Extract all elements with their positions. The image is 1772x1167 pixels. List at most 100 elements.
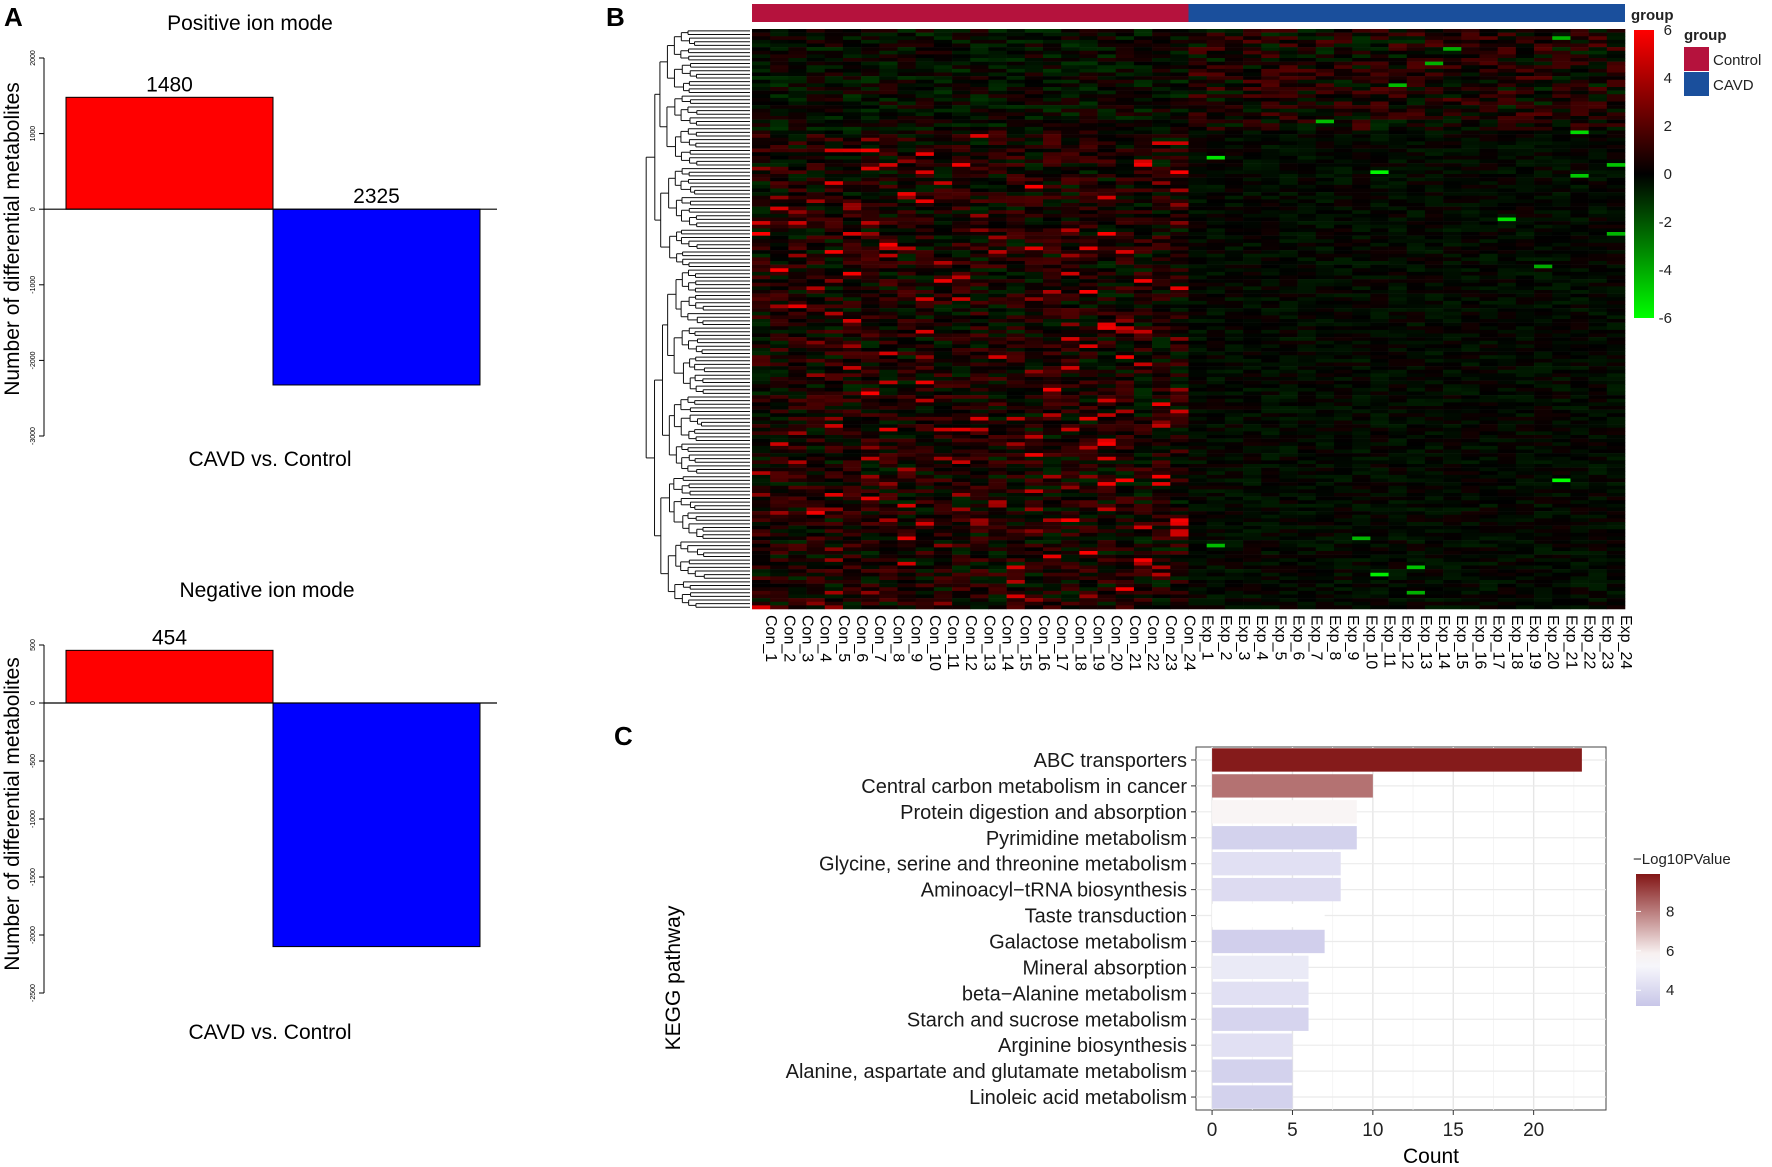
heatmap-cell	[1424, 43, 1444, 48]
heatmap-cell	[1024, 228, 1044, 233]
heatmap-cell	[1606, 137, 1626, 142]
heatmap-cell	[1588, 83, 1608, 88]
heatmap-cell	[897, 29, 916, 33]
heatmap-cell	[897, 217, 916, 222]
heatmap-cell	[952, 112, 971, 117]
heatmap-cell	[879, 87, 898, 91]
heatmap-cell	[1534, 47, 1553, 52]
heatmap-cell	[933, 61, 953, 66]
heatmap-cell	[1443, 68, 1462, 73]
heatmap-cell	[1370, 329, 1389, 334]
heatmap-cell	[970, 315, 989, 320]
heatmap-cell	[1479, 206, 1498, 211]
heatmap-cell	[1370, 116, 1389, 120]
heatmap-cell	[915, 308, 935, 313]
heatmap-cell	[970, 213, 989, 218]
heatmap-cell	[1133, 261, 1153, 265]
heatmap-cell	[1588, 43, 1608, 48]
heatmap-cell	[1515, 308, 1535, 313]
heatmap-cell	[1534, 79, 1553, 84]
heatmap-cell	[1497, 79, 1517, 84]
heatmap-cell	[897, 134, 916, 139]
heatmap-cell	[1497, 188, 1517, 193]
heatmap-cell	[861, 39, 880, 44]
heatmap-cell	[1552, 108, 1571, 113]
heatmap-cell	[1570, 286, 1589, 291]
heatmap-cell	[952, 134, 971, 139]
heatmap-cell	[1243, 286, 1262, 291]
heatmap-cell	[897, 304, 916, 309]
heatmap-cell	[1133, 65, 1153, 70]
heatmap-cell	[752, 355, 771, 360]
heatmap-cell	[1043, 290, 1062, 294]
heatmap-cell	[1297, 174, 1317, 178]
heatmap-cell	[1024, 217, 1044, 222]
heatmap-cell	[933, 206, 953, 211]
heatmap-cell	[752, 43, 771, 48]
heatmap-cell	[1024, 195, 1044, 200]
heatmap-cell	[770, 290, 789, 294]
heatmap-cell	[1388, 279, 1408, 284]
heatmap-cell	[1406, 181, 1426, 186]
heatmap-cell	[1079, 43, 1098, 48]
heatmap-cell	[897, 261, 916, 265]
heatmap-cell	[1388, 340, 1408, 345]
heatmap-cell	[970, 130, 989, 135]
heatmap-cell	[897, 358, 916, 363]
heatmap-cell	[1043, 145, 1062, 149]
heatmap-cell	[1261, 90, 1280, 95]
heatmap-cell	[1243, 213, 1262, 218]
heatmap-cell	[1406, 203, 1426, 207]
heatmap-cell	[752, 232, 771, 236]
heatmap-cell	[1006, 199, 1026, 204]
heatmap-cell	[1515, 159, 1535, 164]
heatmap-cell	[879, 322, 898, 327]
heatmap-cell	[788, 348, 807, 352]
heatmap-cell	[1297, 362, 1317, 367]
heatmap-cell	[1424, 340, 1444, 345]
heatmap-cell	[842, 130, 862, 135]
heatmap-cell	[806, 319, 826, 323]
heatmap-cell	[1334, 116, 1353, 120]
heatmap-cell	[1552, 286, 1571, 291]
heatmap-cell	[970, 105, 989, 110]
heatmap-cell	[1552, 275, 1571, 280]
heatmap-cell	[1279, 279, 1298, 284]
heatmap-cell	[1534, 101, 1553, 106]
heatmap-cell	[1297, 126, 1317, 131]
heatmap-cell	[1497, 362, 1517, 367]
heatmap-cell	[1461, 174, 1480, 178]
heatmap-cell	[897, 329, 916, 334]
heatmap-cell	[915, 174, 935, 178]
heatmap-cell	[1188, 141, 1207, 146]
heatmap-cell	[1406, 90, 1426, 95]
heatmap-cell	[824, 300, 844, 305]
heatmap-cell	[1443, 94, 1462, 99]
heatmap-cell	[1515, 36, 1535, 41]
heatmap-cell	[1424, 155, 1444, 160]
heatmap-cell	[970, 311, 989, 316]
heatmap-cell	[933, 242, 953, 247]
heatmap-cell	[915, 90, 935, 95]
heatmap-cell	[952, 286, 971, 291]
heatmap-cell	[1279, 355, 1298, 360]
heatmap-cell	[1443, 319, 1462, 323]
heatmap-cell	[752, 159, 771, 164]
heatmap-cell	[1515, 268, 1535, 273]
heatmap-cell	[1497, 355, 1517, 360]
heatmap-cell	[1443, 282, 1462, 287]
heatmap-cells	[752, 29, 1626, 610]
heatmap-cell	[952, 358, 971, 363]
heatmap-cell	[1024, 43, 1044, 48]
heatmap-cell	[1170, 90, 1189, 95]
heatmap-cell	[1243, 351, 1262, 356]
heatmap-cell	[1133, 351, 1153, 356]
heatmap-cell	[1297, 72, 1317, 77]
heatmap-cell	[788, 275, 807, 280]
heatmap-cell	[1424, 224, 1444, 229]
heatmap-cell	[1370, 290, 1389, 294]
heatmap-cell	[770, 195, 789, 200]
heatmap-cell	[1224, 137, 1244, 142]
heatmap-cell	[1188, 76, 1207, 81]
heatmap-cell	[1534, 268, 1553, 273]
